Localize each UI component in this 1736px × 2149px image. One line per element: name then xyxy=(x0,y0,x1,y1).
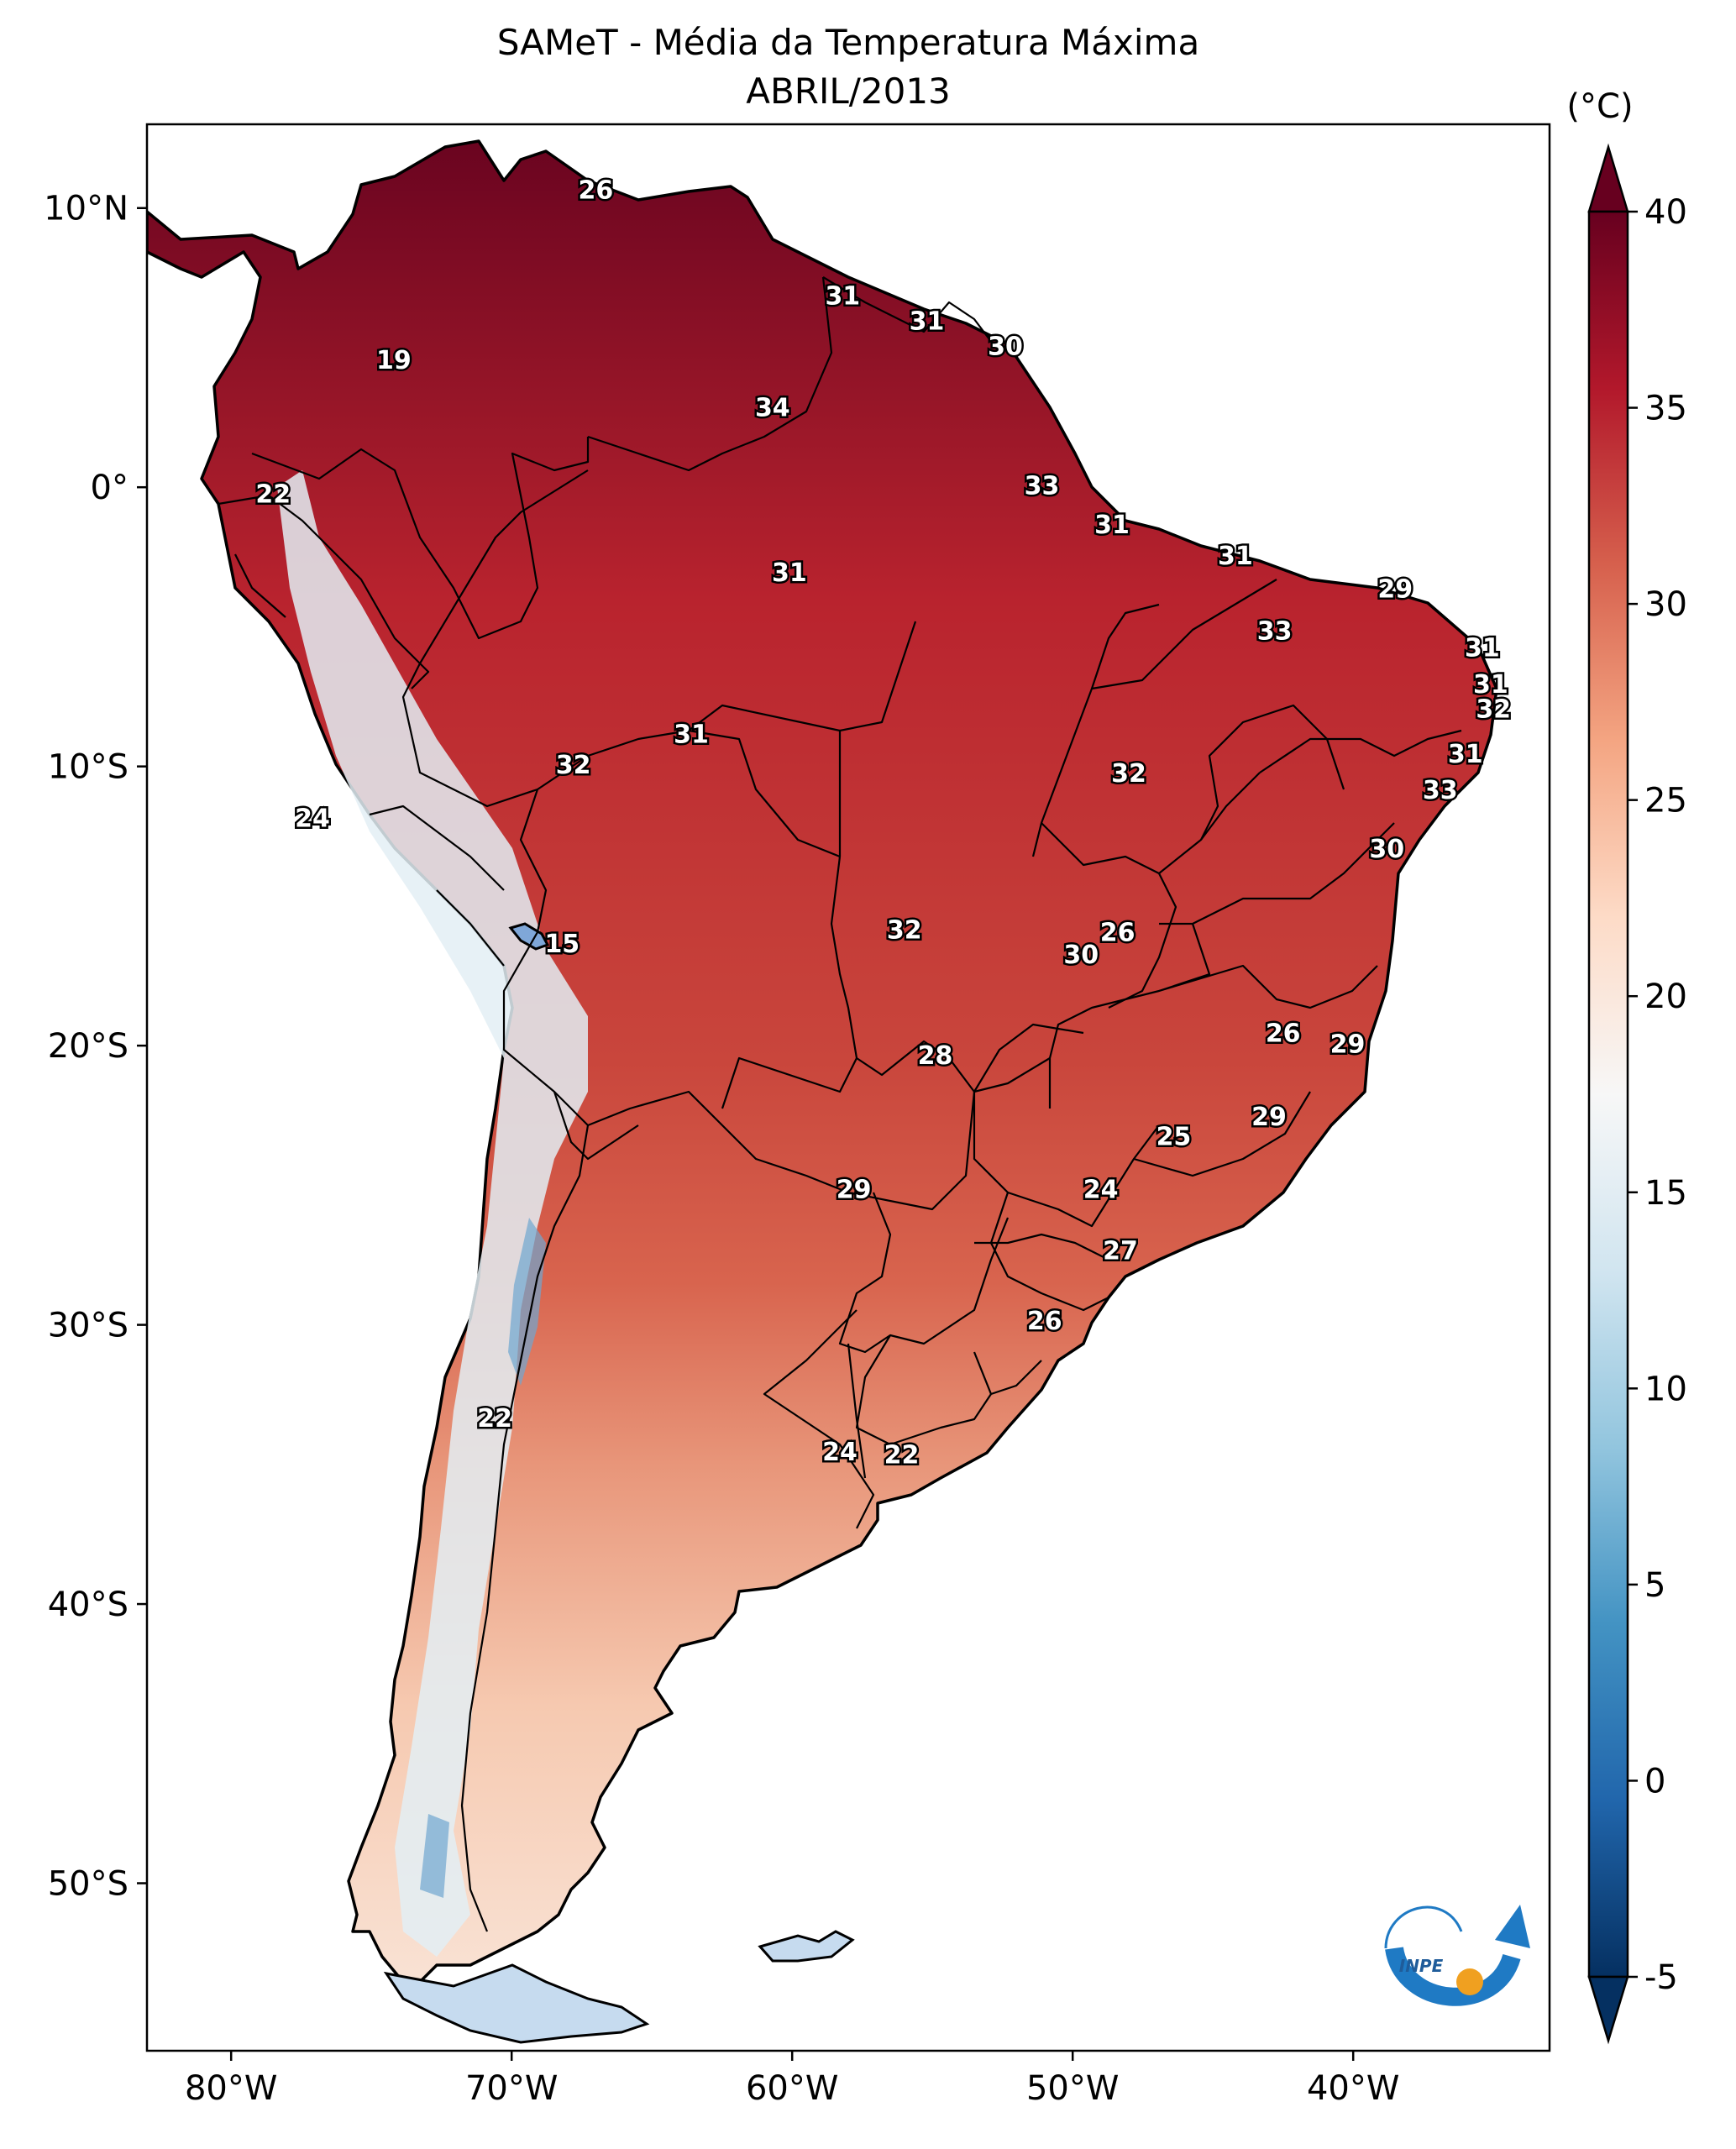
temperature-label: 34 xyxy=(755,394,790,423)
falkland-islands xyxy=(758,1930,855,1963)
lon-tick-label: 70°W xyxy=(465,2069,558,2108)
temperature-label: 29 xyxy=(1330,1030,1366,1060)
andes-blue-core xyxy=(420,1218,546,1898)
lake-titicaca xyxy=(508,922,550,951)
temperature-label: 26 xyxy=(1100,919,1135,948)
temperature-label: 31 xyxy=(910,307,945,337)
colorbar-tick-label: 20 xyxy=(1644,978,1687,1016)
temperature-label: 33 xyxy=(1025,472,1060,501)
lat-tick-label: 10°S xyxy=(48,748,128,787)
temperature-label: 29 xyxy=(1377,575,1413,605)
latitude-axis: 10°N 0° 10°S 20°S 30°S 40°S 50°S xyxy=(44,190,147,1904)
lon-tick-label: 80°W xyxy=(185,2069,277,2108)
temperature-label: 24 xyxy=(822,1438,858,1467)
temperature-label: 31 xyxy=(1094,511,1130,540)
lat-tick-label: 30°S xyxy=(48,1307,128,1345)
temperature-label: 28 xyxy=(918,1041,953,1071)
colorbar-tick-label: 10 xyxy=(1644,1370,1687,1408)
colorbar-tick-label: 40 xyxy=(1644,193,1687,232)
temperature-label: 22 xyxy=(477,1404,512,1434)
colorbar-unit: (°C) xyxy=(1566,87,1633,126)
temperature-label: 26 xyxy=(1027,1307,1062,1336)
temperature-label: 26 xyxy=(579,176,614,205)
temperature-label: 30 xyxy=(1063,941,1099,970)
temperature-label: 31 xyxy=(772,558,807,588)
colorbar: (°C) -5 0 5 10 15 20 25 30 35 40 xyxy=(1566,87,1687,2045)
temperature-label: 26 xyxy=(1266,1019,1301,1048)
longitude-axis: 80°W 70°W 60°W 50°W 40°W xyxy=(185,2051,1399,2108)
temperature-label: 27 xyxy=(1103,1237,1138,1266)
lon-tick-label: 50°W xyxy=(1026,2069,1119,2108)
temperature-label: 31 xyxy=(1448,740,1483,769)
colorbar-body xyxy=(1587,210,1629,1979)
colorbar-ticks: -5 0 5 10 15 20 25 30 35 40 xyxy=(1628,193,1687,1997)
colorbar-tick-label: 0 xyxy=(1644,1762,1665,1800)
colorbar-top-arrow xyxy=(1587,143,1629,213)
colorbar-tick-label: 15 xyxy=(1644,1174,1687,1213)
logo-orbit xyxy=(1384,1905,1463,1949)
temperature-label: 22 xyxy=(884,1440,920,1470)
temperature-label: 32 xyxy=(556,751,591,780)
temperature-label: 31 xyxy=(1218,542,1253,571)
lat-tick-label: 40°S xyxy=(48,1586,128,1624)
temperature-label: 31 xyxy=(1473,670,1508,700)
colorbar-bottom-arrow xyxy=(1587,1975,1629,2045)
temperature-label: 30 xyxy=(1369,835,1404,864)
andes-cool-band xyxy=(277,470,588,1957)
temperature-label: 24 xyxy=(295,804,330,833)
inpe-logo: INPE xyxy=(1384,1905,1530,2006)
temperature-label: 33 xyxy=(1257,617,1293,647)
map-title: SAMeT - Média da Temperatura Máxima xyxy=(496,22,1200,63)
logo-swoosh xyxy=(1385,1946,1521,2006)
temperature-label: 19 xyxy=(376,346,412,375)
map-subtitle: ABRIL/2013 xyxy=(746,71,951,112)
temperature-label: 29 xyxy=(1251,1103,1287,1132)
temperature-label: 32 xyxy=(1111,759,1146,789)
lat-tick-label: 50°S xyxy=(48,1865,128,1904)
lon-tick-label: 60°W xyxy=(746,2069,838,2108)
lat-tick-label: 20°S xyxy=(48,1027,128,1066)
political-borders xyxy=(218,276,1462,1932)
colorbar-tick-label: 5 xyxy=(1644,1566,1665,1605)
temperature-label: 31 xyxy=(674,721,709,750)
map-content xyxy=(147,139,1498,2044)
temperature-label: 30 xyxy=(988,332,1023,361)
temperature-label: 24 xyxy=(1083,1176,1119,1205)
colorbar-tick-label: 30 xyxy=(1644,585,1687,624)
tierra-del-fuego xyxy=(383,1963,650,2044)
temperature-label: 29 xyxy=(837,1176,872,1205)
temperature-label: 22 xyxy=(255,480,291,510)
colorbar-tick-label: 25 xyxy=(1644,782,1687,820)
logo-text: INPE xyxy=(1399,1956,1444,1976)
colorbar-tick-label: 35 xyxy=(1644,390,1687,428)
logo-arrow-icon xyxy=(1495,1905,1530,1948)
colorbar-tick-label: -5 xyxy=(1644,1958,1678,1997)
temperature-label: 33 xyxy=(1423,776,1458,805)
temperature-label: 25 xyxy=(1156,1122,1192,1151)
lat-tick-label: 0° xyxy=(91,469,128,507)
temperature-label: 15 xyxy=(544,930,580,959)
temperature-label: 31 xyxy=(825,282,860,312)
lon-tick-label: 40°W xyxy=(1307,2069,1399,2108)
temperature-label: 32 xyxy=(1476,695,1511,725)
temperature-label: 32 xyxy=(887,915,922,945)
temperature-label: 31 xyxy=(1465,634,1500,663)
logo-sun xyxy=(1456,1968,1483,1995)
lat-tick-label: 10°N xyxy=(44,190,128,228)
